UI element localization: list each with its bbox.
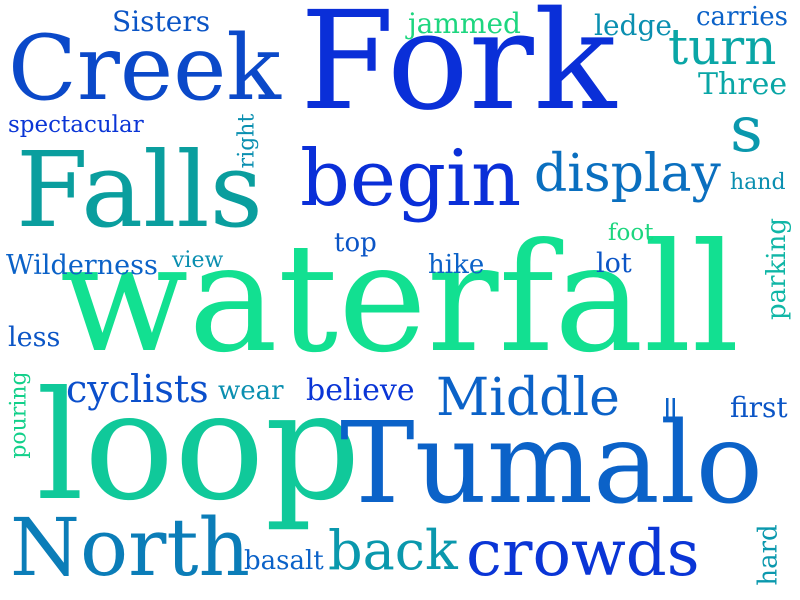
word-less: less [8,322,61,353]
word-waterfall: waterfall [60,212,740,386]
word-carries: carries [696,2,788,32]
word-north: North [10,501,251,594]
word-foot: foot [608,220,654,246]
word-wear: wear [218,376,284,406]
word-display: display [534,144,721,204]
word-middle: Middle [436,368,620,428]
word-hike: hike [428,250,485,280]
word-right: right [234,113,260,169]
word-tumalo: Tumalo [340,399,764,529]
word-top: top [334,228,377,258]
word-creek: Creek [8,16,281,121]
word-basalt: basalt [244,546,324,576]
word-falls: Falls [16,129,263,251]
word-hand: hand [730,170,786,195]
word-first: first [730,391,788,424]
word-cyclists: cyclists [66,367,209,411]
word-equals: = [650,394,689,422]
word-hard: hard [753,524,784,586]
word-begin: begin [300,134,522,224]
word-three: Three [698,67,788,102]
word-crowds: crowds [466,517,700,591]
word-back: back [328,519,458,582]
word-loop: loop [36,360,361,534]
word-s: s [730,93,763,167]
word-parking: parking [762,217,793,321]
word-fork: Fork [300,0,617,141]
word-view: view [172,248,224,273]
word-sisters: Sisters [112,5,211,38]
word-lot: lot [596,248,632,279]
word-pouring: pouring [6,371,32,459]
word-ledge: ledge [594,9,672,42]
word-believe: believe [306,373,415,408]
word-turn: turn [668,18,777,76]
word-spectacular: spectacular [8,112,144,138]
word-jammed: jammed [408,7,521,40]
word-wilderness: Wilderness [6,250,158,281]
